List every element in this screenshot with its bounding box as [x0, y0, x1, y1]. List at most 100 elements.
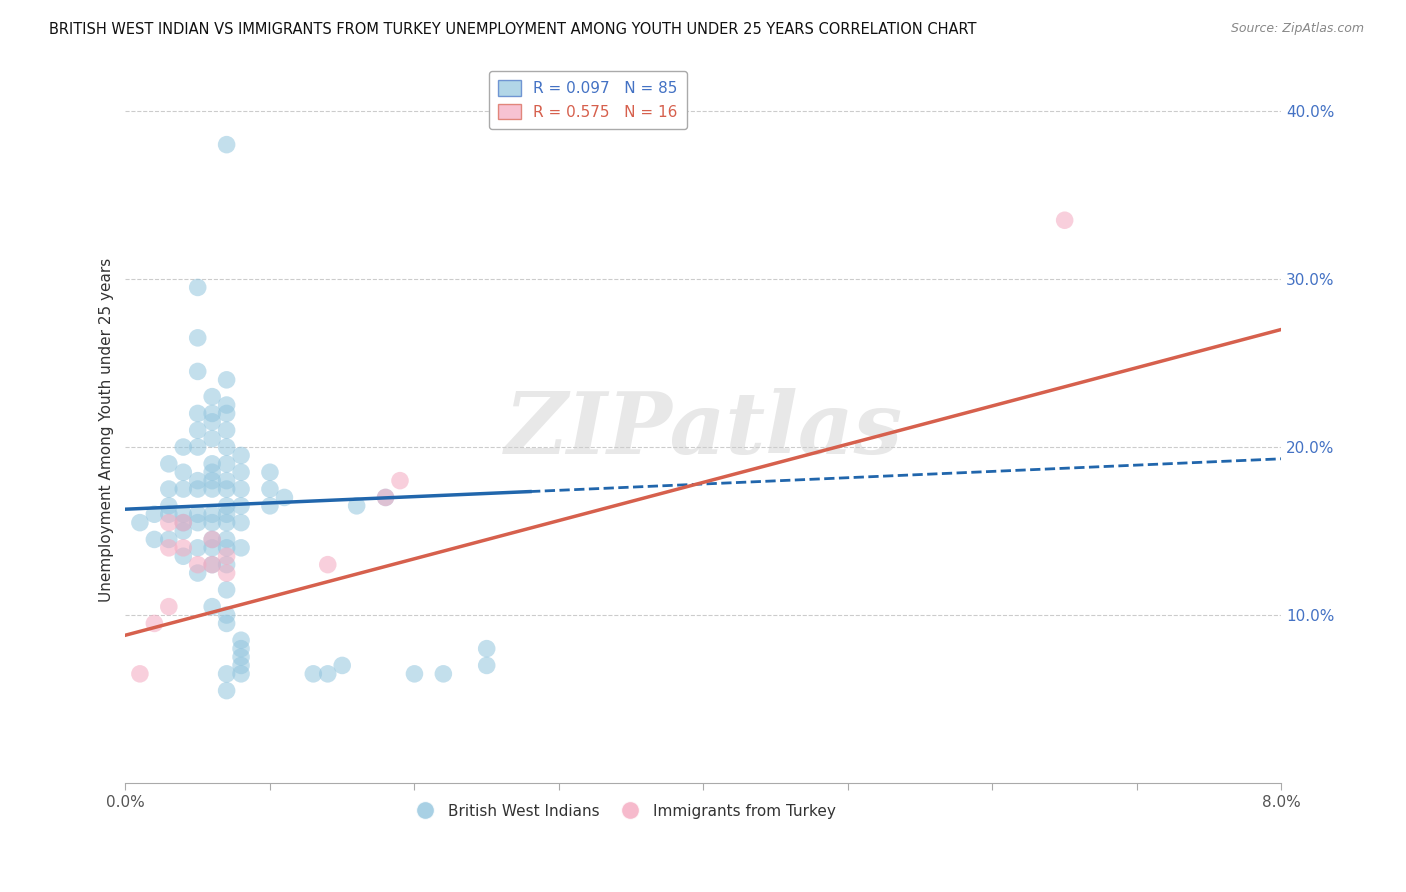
- Point: [172, 482, 194, 496]
- Point: [215, 440, 238, 454]
- Point: [201, 541, 224, 555]
- Point: [215, 423, 238, 437]
- Point: [129, 516, 152, 530]
- Point: [475, 658, 498, 673]
- Point: [187, 566, 209, 580]
- Point: [187, 474, 209, 488]
- Text: BRITISH WEST INDIAN VS IMMIGRANTS FROM TURKEY UNEMPLOYMENT AMONG YOUTH UNDER 25 : BRITISH WEST INDIAN VS IMMIGRANTS FROM T…: [49, 22, 977, 37]
- Point: [404, 666, 426, 681]
- Point: [316, 558, 339, 572]
- Point: [215, 608, 238, 623]
- Point: [374, 491, 396, 505]
- Point: [215, 549, 238, 564]
- Point: [201, 474, 224, 488]
- Point: [229, 641, 252, 656]
- Point: [259, 482, 281, 496]
- Point: [215, 482, 238, 496]
- Point: [215, 373, 238, 387]
- Point: [215, 406, 238, 420]
- Point: [229, 449, 252, 463]
- Point: [215, 533, 238, 547]
- Point: [187, 558, 209, 572]
- Point: [215, 666, 238, 681]
- Point: [157, 541, 180, 555]
- Point: [172, 549, 194, 564]
- Point: [187, 280, 209, 294]
- Point: [215, 499, 238, 513]
- Point: [172, 508, 194, 522]
- Point: [374, 491, 396, 505]
- Point: [172, 524, 194, 538]
- Point: [172, 465, 194, 479]
- Point: [201, 599, 224, 614]
- Text: ZIPatlas: ZIPatlas: [505, 389, 903, 472]
- Point: [201, 465, 224, 479]
- Point: [157, 482, 180, 496]
- Point: [187, 541, 209, 555]
- Point: [346, 499, 368, 513]
- Point: [201, 415, 224, 429]
- Point: [1053, 213, 1076, 227]
- Point: [215, 616, 238, 631]
- Point: [259, 499, 281, 513]
- Point: [215, 566, 238, 580]
- Point: [157, 508, 180, 522]
- Point: [229, 482, 252, 496]
- Point: [187, 508, 209, 522]
- Point: [143, 508, 166, 522]
- Point: [215, 398, 238, 412]
- Point: [157, 599, 180, 614]
- Point: [187, 406, 209, 420]
- Point: [302, 666, 325, 681]
- Point: [229, 541, 252, 555]
- Point: [201, 533, 224, 547]
- Point: [172, 541, 194, 555]
- Point: [157, 516, 180, 530]
- Point: [215, 457, 238, 471]
- Point: [316, 666, 339, 681]
- Point: [215, 508, 238, 522]
- Point: [259, 465, 281, 479]
- Point: [229, 499, 252, 513]
- Point: [187, 423, 209, 437]
- Point: [172, 440, 194, 454]
- Point: [229, 658, 252, 673]
- Text: Source: ZipAtlas.com: Source: ZipAtlas.com: [1230, 22, 1364, 36]
- Point: [187, 331, 209, 345]
- Point: [388, 474, 411, 488]
- Point: [143, 533, 166, 547]
- Point: [215, 137, 238, 152]
- Point: [172, 516, 194, 530]
- Point: [143, 616, 166, 631]
- Point: [157, 533, 180, 547]
- Point: [229, 633, 252, 648]
- Point: [201, 508, 224, 522]
- Point: [129, 666, 152, 681]
- Point: [187, 482, 209, 496]
- Point: [187, 364, 209, 378]
- Point: [215, 516, 238, 530]
- Point: [229, 516, 252, 530]
- Point: [273, 491, 295, 505]
- Point: [201, 533, 224, 547]
- Point: [201, 390, 224, 404]
- Point: [215, 558, 238, 572]
- Point: [201, 432, 224, 446]
- Point: [172, 516, 194, 530]
- Legend: British West Indians, Immigrants from Turkey: British West Indians, Immigrants from Tu…: [404, 797, 842, 825]
- Point: [330, 658, 353, 673]
- Point: [229, 465, 252, 479]
- Point: [432, 666, 454, 681]
- Point: [201, 482, 224, 496]
- Point: [215, 582, 238, 597]
- Point: [201, 558, 224, 572]
- Point: [215, 541, 238, 555]
- Point: [201, 457, 224, 471]
- Point: [215, 683, 238, 698]
- Point: [229, 650, 252, 665]
- Point: [201, 406, 224, 420]
- Y-axis label: Unemployment Among Youth under 25 years: Unemployment Among Youth under 25 years: [100, 258, 114, 602]
- Point: [157, 457, 180, 471]
- Point: [187, 440, 209, 454]
- Point: [201, 558, 224, 572]
